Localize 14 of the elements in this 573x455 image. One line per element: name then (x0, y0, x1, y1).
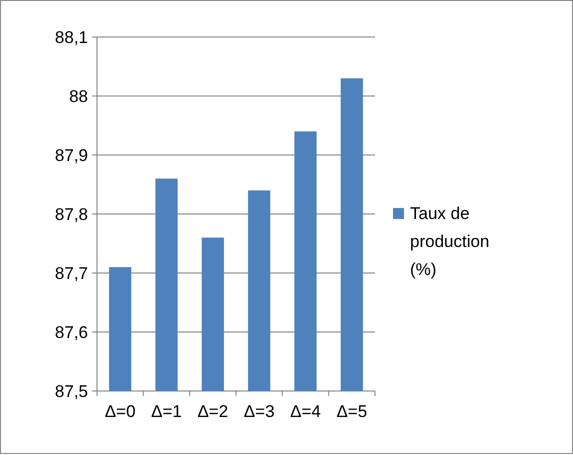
legend-label: Taux de production (%) (410, 204, 490, 279)
x-tick-label: Δ=4 (290, 402, 321, 421)
y-tick-label: 88 (69, 86, 88, 106)
x-tick-label: Δ=5 (336, 402, 368, 421)
x-tick-label: Δ=0 (104, 402, 136, 421)
x-tick-label: Δ=1 (151, 402, 182, 421)
y-tick-label: 87,6 (54, 322, 88, 342)
y-tick-label: 87,9 (54, 146, 88, 165)
x-tick-label: Δ=2 (197, 402, 228, 421)
y-tick-label: 87,5 (54, 382, 88, 401)
y-tick-label: 87,7 (54, 264, 88, 283)
y-tick-label: 88,1 (54, 28, 88, 47)
y-tick-label: 87,8 (54, 204, 88, 224)
x-tick-label: Δ=3 (244, 402, 275, 421)
